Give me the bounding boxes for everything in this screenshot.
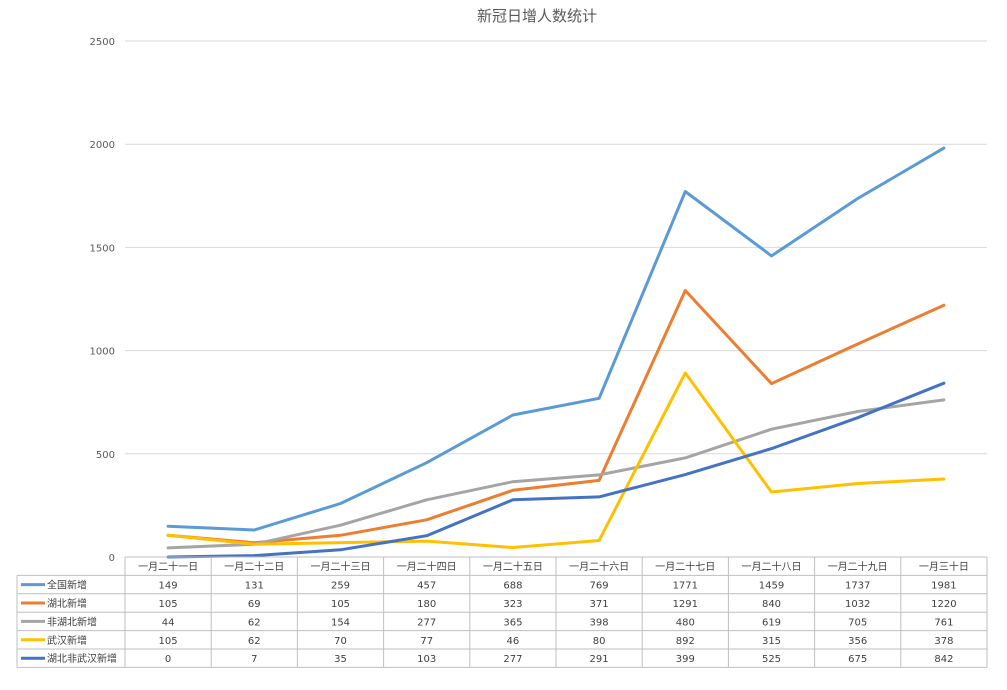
table-cell-value: 1220 bbox=[931, 599, 956, 610]
chart-title: 新冠日增人数统计 bbox=[477, 7, 597, 25]
table-cell-value: 291 bbox=[590, 654, 609, 665]
table-cell-value: 277 bbox=[417, 617, 436, 628]
table-cell-value: 705 bbox=[848, 617, 867, 628]
table-cell-value: 761 bbox=[934, 617, 953, 628]
table-cell-value: 892 bbox=[676, 636, 695, 647]
table-cell-value: 62 bbox=[248, 636, 261, 647]
table-cell-value: 378 bbox=[934, 636, 953, 647]
table-cell-value: 315 bbox=[762, 636, 781, 647]
y-tick-label: 1500 bbox=[90, 243, 115, 254]
table-cell-value: 356 bbox=[848, 636, 867, 647]
category-label: 一月二十九日 bbox=[828, 560, 888, 573]
table-cell-value: 131 bbox=[245, 581, 264, 592]
series-line bbox=[166, 371, 946, 549]
category-label: 一月二十二日 bbox=[224, 560, 284, 573]
table-cell-value: 399 bbox=[676, 654, 695, 665]
table-cell-value: 1981 bbox=[931, 581, 956, 592]
category-label: 一月二十一日 bbox=[138, 560, 198, 573]
table-cell-value: 80 bbox=[593, 636, 606, 647]
table-cell-value: 277 bbox=[503, 654, 522, 665]
table-cell-value: 365 bbox=[503, 617, 522, 628]
table-cell-value: 46 bbox=[507, 636, 520, 647]
table-cell-value: 675 bbox=[848, 654, 867, 665]
y-tick-label: 2000 bbox=[90, 140, 115, 151]
table-cell-value: 35 bbox=[334, 654, 347, 665]
legend-label: 武汉新增 bbox=[47, 634, 87, 647]
table-cell-value: 457 bbox=[417, 581, 436, 592]
table-cell-value: 688 bbox=[503, 581, 522, 592]
series-line bbox=[166, 381, 946, 559]
table-cell-value: 323 bbox=[503, 599, 522, 610]
category-label: 一月三十日 bbox=[919, 560, 969, 573]
data-table: 一月二十一日 一月二十二日 一月二十三日 一月二十四日 一月二十五日 一月二十六日 一月二十… bbox=[16, 556, 988, 668]
category-label: 一月二十五日 bbox=[483, 560, 543, 573]
legend-label: 全国新增 bbox=[47, 579, 87, 592]
series-line bbox=[166, 289, 946, 545]
category-label: 一月二十六日 bbox=[569, 560, 629, 573]
table-cell-value: 1737 bbox=[845, 581, 870, 592]
series-line bbox=[166, 146, 946, 532]
table-cell-value: 371 bbox=[590, 599, 609, 610]
table-cell-value: 105 bbox=[159, 636, 178, 647]
category-label: 一月二十四日 bbox=[397, 560, 457, 573]
table-cell-value: 842 bbox=[934, 654, 953, 665]
category-label: 一月二十八日 bbox=[742, 560, 802, 573]
table-cell-value: 77 bbox=[420, 636, 433, 647]
table-cell-value: 180 bbox=[417, 599, 436, 610]
y-axis-ticks: 0 500 1000 1500 2000 2500 bbox=[90, 37, 115, 564]
table-cell-value: 103 bbox=[417, 654, 436, 665]
table-cell-value: 1459 bbox=[759, 581, 784, 592]
table-cell-value: 105 bbox=[331, 599, 350, 610]
series-lines bbox=[166, 146, 946, 559]
table-cell-value: 0 bbox=[165, 654, 171, 665]
table-cell-value: 70 bbox=[334, 636, 347, 647]
y-tick-label: 0 bbox=[109, 553, 115, 564]
table-cell-value: 1291 bbox=[673, 599, 698, 610]
series-line bbox=[166, 398, 946, 550]
category-label: 一月二十三日 bbox=[311, 560, 371, 573]
legend-label: 非湖北新增 bbox=[47, 615, 97, 628]
table-cell-value: 619 bbox=[762, 617, 781, 628]
table-cell-value: 149 bbox=[159, 581, 178, 592]
y-tick-label: 500 bbox=[96, 450, 115, 461]
table-cell-value: 62 bbox=[248, 617, 261, 628]
table-cell-value: 398 bbox=[590, 617, 609, 628]
table-cell-value: 7 bbox=[251, 654, 257, 665]
table-cell-value: 259 bbox=[331, 581, 350, 592]
table-cell-value: 1032 bbox=[845, 599, 870, 610]
table-cell-value: 840 bbox=[762, 599, 781, 610]
table-cell-value: 1771 bbox=[673, 581, 698, 592]
category-label: 一月二十七日 bbox=[655, 560, 715, 573]
table-cell-value: 525 bbox=[762, 654, 781, 665]
table-cell-value: 480 bbox=[676, 617, 695, 628]
table-cell-value: 105 bbox=[159, 599, 178, 610]
y-tick-label: 1000 bbox=[90, 347, 115, 358]
table-cell-value: 769 bbox=[590, 581, 609, 592]
legend-label: 湖北新增 bbox=[47, 597, 87, 610]
legend-label: 湖北非武汉新增 bbox=[47, 652, 117, 665]
table-cell-value: 69 bbox=[248, 599, 261, 610]
y-tick-label: 2500 bbox=[90, 37, 115, 48]
table-cell-value: 44 bbox=[162, 617, 175, 628]
table-cell-value: 154 bbox=[331, 617, 350, 628]
